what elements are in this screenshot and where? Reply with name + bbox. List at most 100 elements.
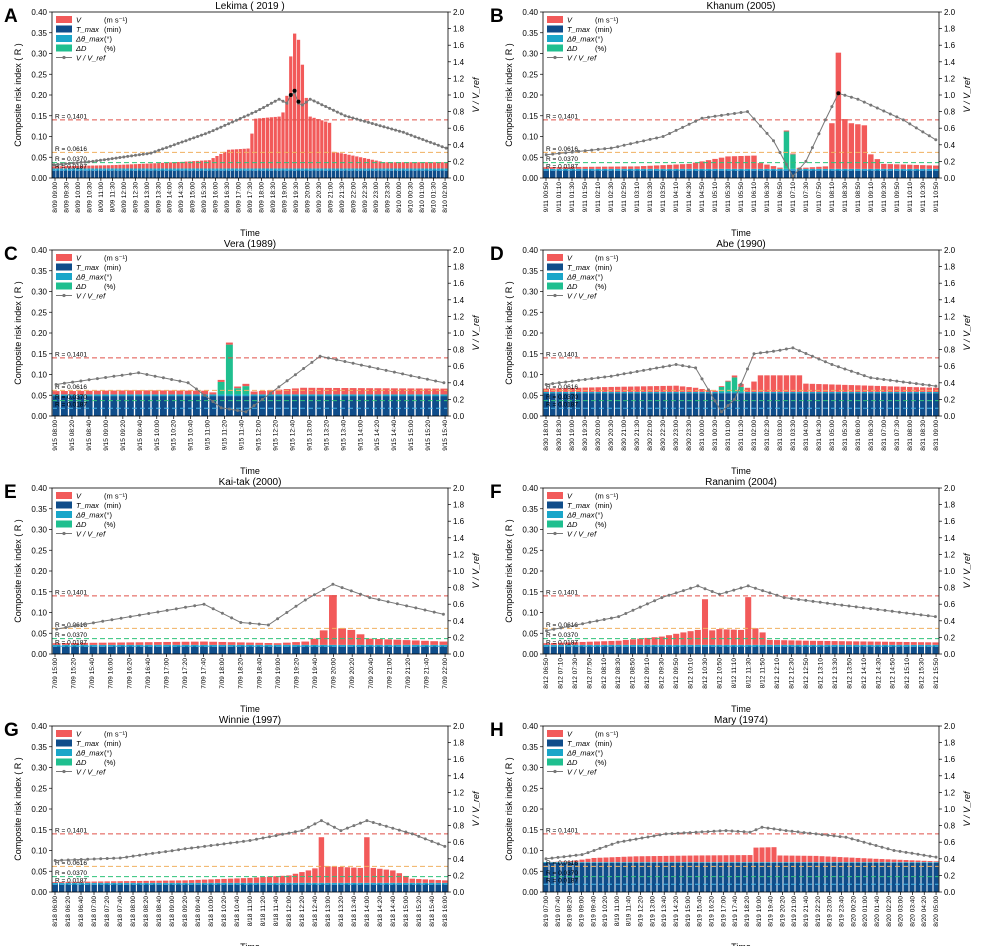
bar-theta <box>686 391 692 394</box>
bar-theta <box>562 391 569 394</box>
ratio-point <box>707 388 710 392</box>
bar-theta <box>172 168 176 171</box>
bar-v <box>151 390 159 395</box>
bar-tmax <box>669 862 675 892</box>
ytick-label-right: 0.8 <box>453 822 465 831</box>
xtick-label: 8/12 15:50 <box>933 658 940 689</box>
xtick-label: 8/19 17:40 <box>732 896 739 927</box>
ratio-point <box>642 139 646 143</box>
bar-v <box>347 154 351 169</box>
bar-theta <box>831 644 838 647</box>
bar-theta <box>192 394 200 397</box>
bar-v <box>440 162 444 169</box>
bar-v <box>156 880 162 883</box>
bar-theta <box>318 882 325 885</box>
ytick-label-right: 1.6 <box>453 755 465 764</box>
ylabel-right: V / V_ref <box>471 790 481 827</box>
bar-v <box>102 165 107 169</box>
bar-tmax <box>801 862 807 892</box>
xlabel: Time <box>731 466 751 476</box>
bar-v <box>289 56 293 169</box>
xtick-label: 8/18 07:20 <box>104 896 111 927</box>
bar-tmax <box>783 170 790 178</box>
bar-tmax <box>84 884 91 892</box>
bar-theta <box>920 168 926 171</box>
bar-theta <box>842 168 848 171</box>
bar-theta <box>816 168 822 171</box>
bar-tmax <box>327 170 332 178</box>
xtick-label: 8/12 10:30 <box>702 658 709 689</box>
ytick-label-right: 0.4 <box>453 855 465 864</box>
ratio-point <box>119 616 123 620</box>
ytick-label-left: 0.15 <box>31 112 47 121</box>
bar-tmax <box>781 646 788 654</box>
bar-tmax <box>735 862 741 892</box>
chart-title: Abe (1990) <box>716 239 765 250</box>
bar-tmax <box>842 170 848 178</box>
bar-theta <box>585 862 591 863</box>
bar-v <box>234 149 239 169</box>
bar-v <box>65 881 71 883</box>
ratio-point <box>748 830 752 834</box>
bar-v <box>413 162 417 169</box>
ratio-point <box>248 621 252 625</box>
bar-theta <box>653 168 660 171</box>
ytick-label-left: 0.10 <box>522 847 538 856</box>
bar-theta <box>267 394 275 397</box>
bar-tmax <box>403 884 409 892</box>
bar-theta <box>842 391 848 394</box>
xtick-label: 8/31 07:00 <box>881 420 888 451</box>
ratio-point <box>180 140 184 144</box>
bar-v <box>60 391 68 395</box>
bar-tmax <box>692 170 699 178</box>
bar-theta <box>250 168 254 171</box>
xtick-label: 8/18 06:40 <box>78 896 85 927</box>
ratio-point <box>203 132 207 136</box>
bar-tmax <box>738 170 744 178</box>
bar-v <box>651 856 657 863</box>
bar-theta <box>319 644 328 647</box>
xtick-label: 9/15 08:20 <box>69 420 76 451</box>
ratio-point <box>564 380 568 384</box>
bar-v <box>842 384 848 392</box>
bar-v <box>195 879 201 883</box>
ytick-label-left: 0.30 <box>522 50 538 59</box>
bar-tmax <box>195 170 200 178</box>
bar-theta <box>573 862 579 863</box>
bar-theta <box>393 644 402 647</box>
ratio-point <box>694 830 698 834</box>
bar-tmax <box>809 393 816 416</box>
xtick-label: 8/09 23:00 <box>373 182 380 213</box>
bar-tmax <box>569 393 575 416</box>
ratio-point <box>778 828 782 832</box>
bar-theta <box>405 168 409 171</box>
ratio-point <box>62 381 66 385</box>
bar-theta <box>660 168 666 171</box>
bar-theta <box>550 168 556 171</box>
bar-tmax <box>393 646 402 654</box>
xtick-label: 8/18 06:20 <box>65 896 72 927</box>
bar-v <box>300 64 305 169</box>
bar-theta <box>176 168 180 171</box>
bar-v <box>653 386 660 392</box>
legend-swatch <box>547 16 563 23</box>
bar-tmax <box>601 646 608 654</box>
bar-v <box>673 164 679 169</box>
bar-theta <box>861 168 868 171</box>
ratio-point <box>203 393 207 397</box>
ratio-point <box>351 361 355 365</box>
bar-tmax <box>133 170 138 178</box>
ytick-label-left: 0.25 <box>31 784 47 793</box>
ratio-point <box>765 350 769 354</box>
ref-line-label: R = 0.0187 <box>546 878 578 885</box>
bar-v <box>640 386 647 392</box>
bar-theta <box>180 168 184 171</box>
bar-v <box>318 837 325 883</box>
bar-tmax <box>615 646 622 654</box>
bar-tmax <box>868 170 874 178</box>
xtick-label: 8/12 08:50 <box>630 658 637 689</box>
xtick-label: 8/12 09:50 <box>673 658 680 689</box>
bar-v <box>292 873 299 883</box>
bar-tmax <box>829 170 835 178</box>
ytick-label-left: 0.20 <box>31 91 47 100</box>
